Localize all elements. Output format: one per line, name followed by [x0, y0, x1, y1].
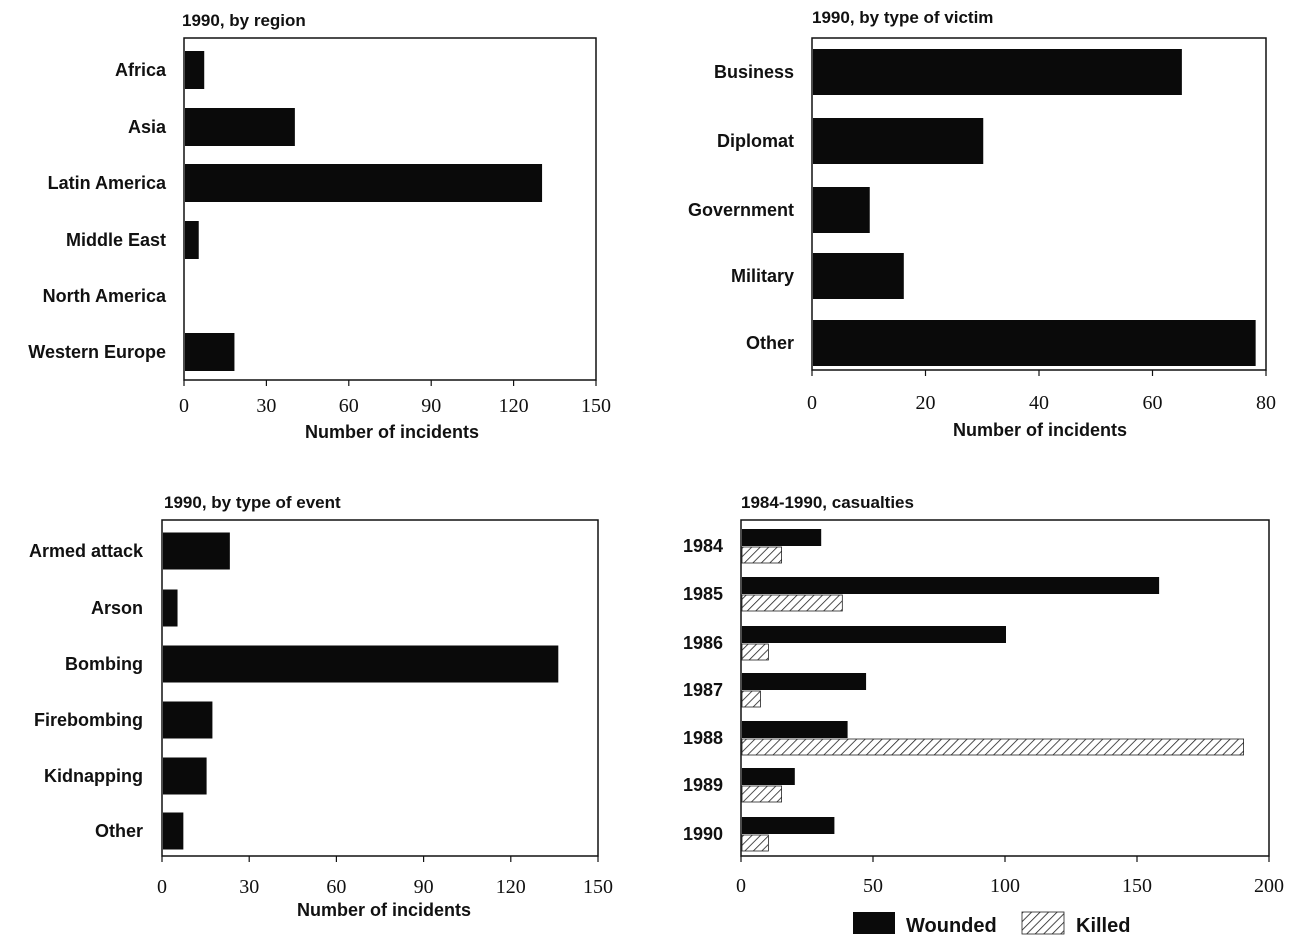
- category-label: Middle East: [66, 230, 166, 250]
- x-tick-label: 60: [326, 876, 346, 898]
- category-label: 1986: [683, 633, 723, 653]
- x-axis-label: Number of incidents: [953, 420, 1127, 440]
- category-label: 1989: [683, 775, 723, 795]
- bar: [813, 49, 1182, 95]
- x-tick-label: 60: [339, 395, 359, 417]
- bar: [163, 701, 213, 739]
- category-label: 1985: [683, 584, 723, 604]
- bar-wounded: [742, 721, 848, 738]
- bar: [185, 51, 205, 89]
- category-label: Government: [688, 200, 794, 220]
- chart-title: 1990, by region: [182, 11, 306, 30]
- x-tick-label: 90: [421, 395, 441, 417]
- x-tick-label: 150: [583, 876, 613, 898]
- category-label: Bombing: [65, 654, 143, 674]
- bar-wounded: [742, 529, 822, 546]
- x-tick-label: 60: [1143, 392, 1163, 414]
- category-label: North America: [43, 286, 167, 306]
- bar-wounded: [742, 577, 1160, 594]
- x-tick-label: 0: [807, 392, 817, 414]
- chart-panel-2: 1990, by type of victim Business Diplomat G…: [688, 8, 1276, 440]
- x-tick-label: 30: [256, 395, 276, 417]
- chart-title: 1990, by type of event: [164, 493, 341, 512]
- bar: [813, 118, 984, 164]
- bar: [185, 221, 199, 259]
- category-label: Other: [746, 333, 794, 353]
- legend-label-wounded: Wounded: [906, 915, 997, 936]
- x-tick-label: 50: [863, 875, 883, 897]
- bar-wounded: [742, 626, 1006, 643]
- category-label: Armed attack: [29, 541, 144, 561]
- bar: [185, 108, 295, 146]
- bar-killed: [741, 834, 769, 852]
- x-tick-label: 40: [1029, 392, 1049, 414]
- category-label: Africa: [115, 60, 167, 80]
- legend-swatch-killed: [1021, 911, 1065, 935]
- x-tick-label: 0: [736, 875, 746, 897]
- category-label: 1990: [683, 824, 723, 844]
- x-tick-label: 120: [499, 395, 529, 417]
- x-tick-label: 200: [1254, 875, 1284, 897]
- bar: [163, 812, 184, 850]
- x-axis-label: Number of incidents: [305, 422, 479, 442]
- category-label: Military: [731, 266, 794, 286]
- bar: [163, 589, 178, 627]
- bar: [813, 253, 904, 299]
- category-label: Arson: [91, 598, 143, 618]
- category-label: Western Europe: [28, 342, 166, 362]
- x-tick-label: 30: [239, 876, 259, 898]
- chart-title: 1990, by type of victim: [812, 8, 993, 27]
- category-label: 1988: [683, 728, 723, 748]
- bar-killed: [741, 594, 843, 612]
- x-tick-label: 90: [414, 876, 434, 898]
- chart-title: 1984-1990, casualties: [741, 493, 914, 512]
- plot-frame: [183, 37, 597, 381]
- bar: [185, 333, 235, 371]
- category-label: Firebombing: [34, 710, 143, 730]
- legend-label-killed: Killed: [1076, 915, 1130, 936]
- bar: [163, 757, 207, 795]
- bar-killed: [741, 738, 1245, 756]
- bar: [163, 645, 559, 683]
- bar-wounded: [742, 817, 835, 834]
- chart-panel-4: 1984-1990, casualties 1984 1985 1986 1987 198…: [683, 493, 1284, 936]
- bar-killed: [741, 785, 782, 803]
- x-tick-label: 150: [1122, 875, 1152, 897]
- category-label: Diplomat: [717, 131, 794, 151]
- category-label: Kidnapping: [44, 766, 143, 786]
- x-tick-label: 0: [157, 876, 167, 898]
- category-label: Business: [714, 62, 794, 82]
- bar-wounded: [742, 768, 795, 785]
- x-tick-label: 120: [496, 876, 526, 898]
- x-tick-label: 20: [916, 392, 936, 414]
- bar: [813, 187, 870, 233]
- bar-killed: [741, 690, 761, 708]
- chart-panel-3: 1990, by type of event Armed attack Arson B…: [29, 493, 613, 920]
- legend-swatch-wounded: [853, 912, 895, 934]
- chart-panel-1: 1990, by region Africa Asia Latin America Mi…: [28, 11, 611, 442]
- x-tick-label: 80: [1256, 392, 1276, 414]
- bar: [163, 532, 230, 570]
- x-axis-label: Number of incidents: [297, 900, 471, 920]
- x-tick-label: 150: [581, 395, 611, 417]
- category-label: Latin America: [48, 173, 167, 193]
- category-label: 1984: [683, 536, 723, 556]
- bar: [185, 164, 543, 202]
- bar-killed: [741, 546, 782, 564]
- bar-killed: [741, 643, 769, 661]
- x-tick-label: 100: [990, 875, 1020, 897]
- legend: Wounded Killed: [853, 911, 1130, 936]
- plot-frame: [161, 519, 599, 857]
- x-tick-label: 0: [179, 395, 189, 417]
- bar-wounded: [742, 673, 867, 690]
- category-label: Asia: [128, 117, 167, 137]
- bar: [813, 320, 1256, 366]
- category-label: Other: [95, 821, 143, 841]
- category-label: 1987: [683, 680, 723, 700]
